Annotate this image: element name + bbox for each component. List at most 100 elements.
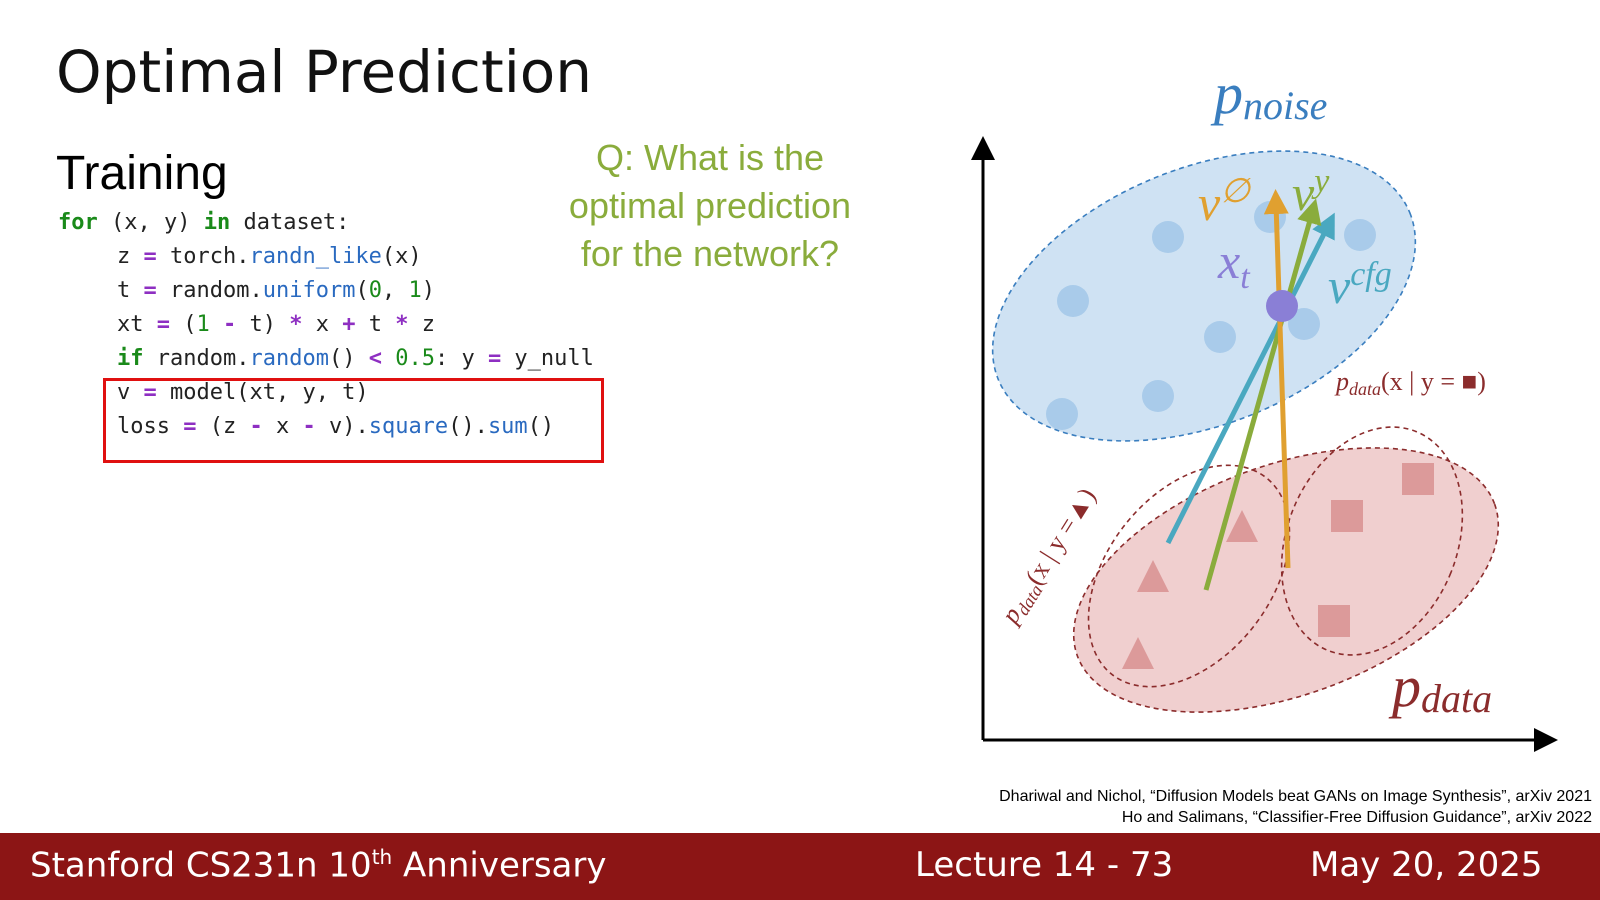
token: uniform (262, 278, 356, 303)
xt-point (1266, 290, 1298, 322)
token: (z (196, 414, 250, 439)
token: = (143, 278, 157, 303)
token: = (143, 380, 157, 405)
token: random. (156, 278, 263, 303)
token: if (117, 346, 144, 371)
token: = (156, 312, 170, 337)
rest: (x | y =▲) (1019, 483, 1101, 590)
sup: y (1311, 163, 1330, 200)
label: vcfg (1328, 256, 1392, 314)
sub: data (1349, 379, 1381, 399)
sup: ∅ (1220, 173, 1251, 210)
label: v∅ (1198, 173, 1251, 231)
token: + (342, 312, 356, 337)
token: , (381, 278, 409, 303)
subtitle: Training (56, 147, 228, 200)
course-name: Stanford CS231n 10 (30, 845, 372, 886)
token: t) (236, 312, 290, 337)
token: randn_like (249, 244, 382, 269)
code-line: z = torch.randn_like(x) (58, 240, 594, 274)
label: xt (1217, 233, 1251, 296)
token: z (408, 312, 435, 337)
token: in (203, 210, 231, 235)
token: dataset: (230, 210, 350, 235)
code-line: v = model(xt, y, t) (58, 376, 594, 410)
code-line: t = random.uniform(0, 1) (58, 274, 594, 308)
blue-distribution (991, 150, 1417, 442)
sup: cfg (1350, 256, 1392, 293)
code-block: for (x, y) in dataset: z = torch.randn_l… (58, 206, 594, 444)
label: pnoise (1210, 61, 1327, 128)
token: * (289, 312, 303, 337)
token: v (117, 380, 144, 405)
token: y_null (501, 346, 594, 371)
token: t (117, 278, 144, 303)
token: () (328, 346, 369, 371)
token: for (58, 210, 98, 235)
token: 1 (408, 278, 422, 303)
token: - (249, 414, 263, 439)
question-line: optimal prediction (568, 185, 852, 226)
footer: Stanford CS231n 10th Anniversary Lecture… (0, 833, 1600, 900)
arrow-cond (1203, 198, 1322, 591)
base: v (1292, 165, 1315, 221)
sub: t (1240, 259, 1251, 296)
course-sup: th (371, 845, 393, 869)
lecture: Lecture 14 - (915, 845, 1120, 885)
token: random. (143, 346, 250, 371)
base: v (1198, 175, 1221, 231)
token: < (368, 346, 382, 371)
question-line: for the network? (580, 233, 840, 274)
token: ) (421, 278, 435, 303)
token: (x) (381, 244, 422, 269)
citation: Dhariwal and Nichol, “Diffusion Models b… (999, 788, 1592, 805)
label: pdata(x | y = ■) (1334, 367, 1486, 399)
token: z (117, 244, 144, 269)
label: pdata (1388, 654, 1492, 721)
token: = (143, 244, 157, 269)
question-line: Q: What is the (595, 137, 825, 178)
token: sum (487, 414, 528, 439)
base: x (1217, 233, 1240, 289)
base: p (1210, 61, 1243, 126)
token: square (368, 414, 449, 439)
token: * (395, 312, 409, 337)
token: loss (117, 414, 184, 439)
date: May 20, 2025 (1310, 845, 1543, 885)
token: = (183, 414, 197, 439)
token: t (355, 312, 396, 337)
token: (). (448, 414, 488, 439)
slide-title: Optimal Prediction (56, 38, 593, 106)
rest: (x | y = ■) (1381, 367, 1486, 396)
diagram: pnoise v∅ vy xt vcfg pdata(x | y = ■) pd… (971, 61, 1558, 752)
code-line: if random.random() < 0.5: y = y_null (58, 342, 594, 376)
token: (x, y) (97, 210, 204, 235)
arrow-uncond (1263, 189, 1291, 569)
sub: data (1421, 676, 1492, 721)
highlight-box (103, 378, 604, 463)
token: model(xt, y, t) (156, 380, 369, 405)
token: random (249, 346, 329, 371)
course-rest: Anniversary (392, 845, 607, 886)
token: 0 (368, 278, 382, 303)
token: = (487, 346, 502, 371)
token: x (262, 414, 303, 439)
citation: Ho and Salimans, “Classifier-Free Diffus… (1121, 809, 1592, 826)
base: p (1334, 367, 1349, 396)
code-line: for (x, y) in dataset: (58, 206, 594, 240)
token: : y (434, 346, 488, 371)
token: ( (355, 278, 369, 303)
arrow-cfg (1165, 212, 1335, 545)
course: Stanford CS231n 10th Anniversary (30, 845, 607, 885)
code-line: xt = (1 - t) * x + t * z (58, 308, 594, 342)
token: - (223, 312, 237, 337)
token: x (302, 312, 343, 337)
base: v (1328, 258, 1351, 314)
citations: Dhariwal and Nichol, “Diffusion Models b… (999, 786, 1592, 828)
token: () (527, 414, 555, 439)
base: p (1388, 654, 1421, 719)
token: ( (170, 312, 197, 337)
question: Q: What is the optimal prediction for th… (520, 134, 900, 278)
sub: noise (1243, 83, 1327, 128)
